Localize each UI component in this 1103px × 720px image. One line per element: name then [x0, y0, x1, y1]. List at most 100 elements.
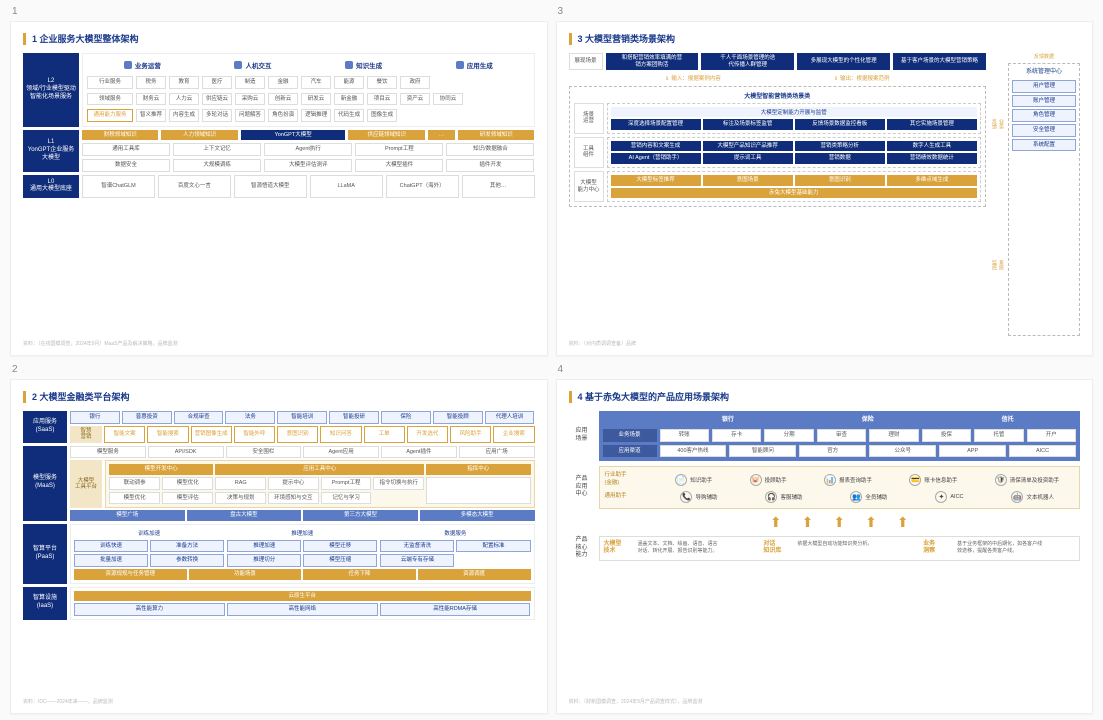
list-item: 模型优化	[109, 492, 160, 505]
arrow-up-icon: ⬆	[802, 514, 814, 531]
card-1: 1 企业服务大模型整体架构 L2领域/行业模型驱动智能化场景服务 业务运营 人机…	[10, 21, 548, 356]
list-item: 资产云	[400, 93, 430, 106]
cat-knowledge: 知识生成	[345, 60, 382, 70]
list-item: 大模型评估测评	[264, 159, 352, 172]
side-label: 业务反馈	[989, 119, 1005, 129]
scene-chip: 投保	[922, 429, 971, 442]
maas-body: 大模型工具平台 模型开发中心 应用工具中心 指挥中心 联动调参模型优化模型优化模…	[70, 460, 535, 508]
ctr-item: 🤖文本机器人	[1011, 491, 1054, 503]
list-item: 代码生成	[334, 109, 364, 122]
list-item: 其它实施场景管理	[887, 119, 977, 130]
list-item: 工单	[364, 426, 405, 443]
saas-sub: 智慧营销 智能文案智能搜索营销图像生成智能外呼意图识别知识问答工单开发选代风险助…	[70, 426, 535, 443]
row-domain: 领域服务 财务云人力云供应链云采购云创新云研发云新金融项目云资产云协同云	[87, 93, 530, 106]
arrow-down-icon: 输出：根据报案范例	[834, 74, 890, 82]
l1-grid: 通用工具库上下文记忆Agent执行Prompt工程知识/数据融合数据安全大规模调…	[82, 143, 535, 171]
list-item: 能源	[334, 76, 364, 89]
core-title: 大模型技术	[604, 541, 634, 557]
list-item: 环境感知与交互	[268, 492, 319, 505]
list-item: 模型压缩	[303, 554, 377, 567]
app-scene: 银行 保险 信托 业务场景 转账 存卡 分期 审查 理财 投保 托管	[599, 411, 1081, 461]
card-title: 4 基于赤兔大模型的产品应用场景架构	[578, 390, 730, 403]
list-item: API/SDK	[148, 446, 224, 459]
saas-sublabel: 智慧营销	[70, 426, 102, 443]
saas-label: 应用服务(SaaS)	[23, 411, 67, 443]
list-item: 智能投顾	[433, 411, 483, 424]
top-block: 千人千面场景管理的迭代传播人群管理	[701, 53, 794, 70]
list-item: 智能文案	[104, 426, 145, 443]
chart-icon: 📊	[824, 474, 836, 486]
up-arrows: ⬆ ⬆ ⬆ ⬆ ⬆	[569, 514, 1081, 531]
iaas-title: 云原生平台	[74, 591, 531, 602]
list-item: 医疗	[202, 76, 232, 89]
maas-grids: 联动调参模型优化模型优化模型评估 RAG提示中心Prompt工程指令切换与执行决…	[109, 477, 531, 504]
core-title: 对话知识库	[763, 541, 793, 557]
col-hdr: 信托	[939, 415, 1076, 426]
list-item: 协同云	[433, 93, 463, 106]
list-item: 模型评估	[162, 492, 213, 505]
paas-cols: 训练加速 训练快速准备方法批量加速参数转换 推理加速 推理加速模型迁移推理切分模…	[74, 528, 531, 567]
sec-label: 产品应用中心	[569, 466, 595, 508]
list-item: 数据安全	[82, 159, 170, 172]
list-item: 合规审查	[174, 411, 224, 424]
list-item: 营销数据	[795, 153, 885, 164]
sub-tool: 工具组件 营销内容和文案生成大模型产品知识产品推荐营销类策略分析数字人生成工具 …	[574, 137, 982, 168]
maas-hdr: 模型服务API/SDK安全围栏Agent应用Agent插件应用广场	[70, 446, 535, 459]
sub-label: 工具组件	[574, 137, 604, 168]
sub3-r2: 赤兔大模型基础能力	[611, 188, 978, 199]
scene-chip: 转账	[660, 429, 709, 442]
shield-icon: 🛡	[995, 474, 1007, 486]
ctr-item: 👥全员辅助	[850, 491, 887, 503]
p3-right: 反馈数据 系统管理中心 用户管理 账户管理 角色管理 安全管理 系统配置	[1008, 53, 1080, 336]
maas-main: 模型服务API/SDK安全围栏Agent应用Agent插件应用广场 大模型工具平…	[70, 446, 535, 521]
maas-colB: 应用工具中心	[215, 464, 424, 475]
l1-chip: 人力领域知识	[161, 130, 237, 141]
list-item: 智能搜索	[147, 426, 188, 443]
arrow-up-icon: ⬆	[865, 514, 877, 531]
phone-icon: 📞	[680, 491, 692, 503]
list-item: 大规模调练	[173, 159, 261, 172]
saas-row: 智能文案智能搜索营销图像生成智能外呼意图识别知识问答工单开发选代风险助手企业搜索	[104, 426, 535, 443]
list-item: 智能培训	[277, 411, 327, 424]
ops-item: 安全管理	[1012, 124, 1076, 137]
scene-chip: 审查	[817, 429, 866, 442]
list-item: 模型迁移	[303, 540, 377, 553]
maas-plat: 大模型工具平台	[70, 460, 102, 508]
col-hdrs: 银行 保险 信托	[603, 415, 1077, 426]
list-item: 银行	[70, 411, 120, 424]
col-hdr: 保险	[799, 415, 936, 426]
sub1-row: 深度选择场景配置管理标注及场景标签监管反馈场景数据监控看板其它实施场景管理	[611, 119, 978, 130]
list-item: 参数转换	[150, 554, 224, 567]
list-item: 模型服务	[70, 446, 146, 459]
panel-3: 3 3 大模型营销类场景架构 展现场景 和搭配营销效率填满的营销方案团购活 千人…	[556, 6, 1094, 356]
saas-main: 银行普惠投资合规审查法务智能培训智能投研保险智能投顾代理人培训 智慧营销 智能文…	[70, 411, 535, 443]
ctr-label: 通用助手	[605, 493, 655, 500]
side-label: 系统监控	[989, 260, 1005, 270]
list-item: 多轮对话	[202, 109, 232, 122]
paas-colB: 推理加速 推理加速模型迁移推理切分模型压缩	[227, 528, 377, 567]
list-item: 营销类策略分析	[795, 141, 885, 152]
row-label: 通用能力服务	[87, 109, 133, 122]
ctr-items-b: 📞导购辅助 🎧客服辅助 👥全员辅助 ✦AICC 🤖文本机器人	[661, 491, 1075, 503]
list-item: 上下文记忆	[173, 143, 261, 156]
footnote: 资料：（财新国模调查，2024年9月产品调查样式），品牌监测	[569, 698, 1081, 705]
list-item: 功能场景	[189, 569, 302, 580]
dash-box: 大模型智能营销类场景类 场景运营 大模型定制能力开展与监管 深度选择场景配置管理…	[569, 86, 987, 207]
list-item: 提示中心	[268, 477, 319, 490]
p4-body: 应用场景 银行 保险 信托 业务场景 转账 存卡 分期	[569, 411, 1081, 694]
sub-scene: 场景运营 大模型定制能力开展与监管 深度选择场景配置管理标注及场景标签监管反馈场…	[574, 103, 982, 134]
row-label: 业务场景	[603, 429, 657, 442]
list-item: 插件开发	[446, 159, 534, 172]
p1-l1: L1YonGPT企业服务大模型 财税领域知识 人力领域知识 YonGPT大模型 …	[23, 130, 535, 172]
list-item: 应用广场	[459, 446, 535, 459]
list-item: 金融	[268, 76, 298, 89]
list-item: 风险助手	[450, 426, 491, 443]
l1-chip: 财税领域知识	[82, 130, 158, 141]
list-item: 知识/数据融合	[446, 143, 534, 156]
list-item: 深度选择场景配置管理	[611, 119, 701, 130]
row-label: 领域服务	[87, 93, 133, 106]
sub-right: 大模型标签推荐意图场景意图识别多维点域生成 赤兔大模型基础能力	[607, 171, 982, 202]
list-item: 提示词工具	[703, 153, 793, 164]
chan-chip: 智能顾问	[729, 445, 796, 458]
p3-body: 展现场景 和搭配营销效率填满的营销方案团购活 千人千面场景管理的迭代传播人群管理…	[569, 53, 1081, 336]
